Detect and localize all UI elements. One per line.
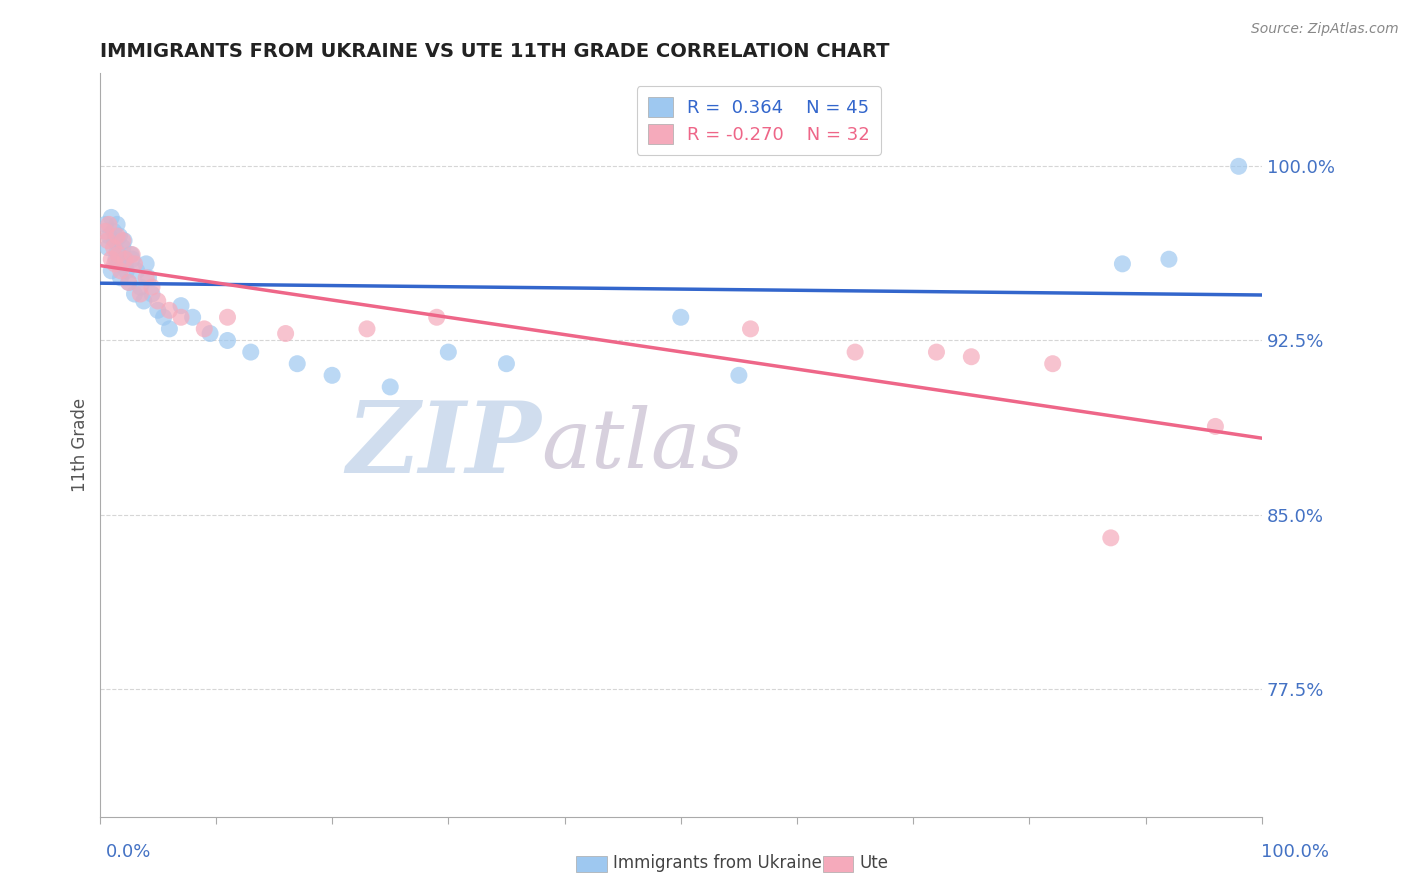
- Point: [181, 310, 204, 325]
- Point: [105, 218, 128, 232]
- Point: [356, 322, 378, 336]
- Point: [135, 270, 157, 285]
- Point: [170, 310, 193, 325]
- Point: [1042, 357, 1064, 371]
- Point: [103, 241, 125, 255]
- Point: [115, 264, 138, 278]
- Point: [380, 380, 402, 394]
- Point: [110, 270, 132, 285]
- Point: [107, 257, 129, 271]
- Point: [110, 264, 132, 278]
- Point: [94, 224, 117, 238]
- Text: ZIP: ZIP: [346, 397, 541, 493]
- Point: [1099, 531, 1122, 545]
- Point: [274, 326, 297, 341]
- Point: [132, 293, 155, 308]
- Point: [118, 276, 141, 290]
- Point: [157, 322, 180, 336]
- Point: [121, 247, 143, 261]
- Point: [114, 257, 136, 271]
- Point: [138, 270, 160, 285]
- Point: [960, 350, 983, 364]
- Point: [108, 229, 131, 244]
- Point: [495, 357, 517, 371]
- Point: [728, 368, 751, 383]
- Point: [120, 247, 142, 261]
- Point: [146, 293, 169, 308]
- Point: [135, 257, 157, 271]
- Point: [121, 252, 143, 267]
- Point: [1111, 257, 1133, 271]
- Text: 100.0%: 100.0%: [1261, 843, 1329, 861]
- Point: [217, 310, 239, 325]
- Point: [1157, 252, 1180, 267]
- Point: [141, 287, 163, 301]
- Point: [100, 252, 122, 267]
- Point: [170, 299, 193, 313]
- Point: [111, 234, 134, 248]
- Y-axis label: 11th Grade: 11th Grade: [72, 398, 89, 492]
- Point: [129, 280, 152, 294]
- Point: [97, 234, 120, 248]
- Point: [124, 257, 146, 271]
- Point: [100, 264, 122, 278]
- Point: [114, 252, 136, 267]
- Point: [669, 310, 692, 325]
- Point: [321, 368, 343, 383]
- Point: [1204, 419, 1226, 434]
- Point: [193, 322, 215, 336]
- Point: [1227, 159, 1250, 173]
- Text: Source: ZipAtlas.com: Source: ZipAtlas.com: [1251, 22, 1399, 37]
- Text: Immigrants from Ukraine: Immigrants from Ukraine: [613, 855, 823, 872]
- Point: [104, 257, 127, 271]
- Point: [104, 252, 127, 267]
- Point: [100, 211, 122, 225]
- Point: [925, 345, 948, 359]
- Point: [844, 345, 866, 359]
- Point: [107, 247, 129, 261]
- Point: [105, 229, 128, 244]
- Legend: R =  0.364    N = 45, R = -0.270    N = 32: R = 0.364 N = 45, R = -0.270 N = 32: [637, 87, 882, 155]
- Point: [217, 334, 239, 348]
- Point: [152, 310, 174, 325]
- Point: [103, 224, 125, 238]
- Point: [111, 241, 134, 255]
- Point: [124, 287, 146, 301]
- Point: [97, 241, 120, 255]
- Point: [198, 326, 221, 341]
- Point: [146, 303, 169, 318]
- Point: [239, 345, 262, 359]
- Point: [285, 357, 308, 371]
- Point: [125, 264, 148, 278]
- Text: IMMIGRANTS FROM UKRAINE VS UTE 11TH GRADE CORRELATION CHART: IMMIGRANTS FROM UKRAINE VS UTE 11TH GRAD…: [100, 42, 889, 61]
- Point: [104, 234, 127, 248]
- Point: [94, 218, 117, 232]
- Text: 0.0%: 0.0%: [105, 843, 150, 861]
- Point: [105, 245, 128, 260]
- Text: atlas: atlas: [541, 405, 744, 485]
- Point: [97, 229, 120, 244]
- Point: [426, 310, 449, 325]
- Point: [97, 218, 120, 232]
- Point: [740, 322, 762, 336]
- Point: [112, 234, 135, 248]
- Text: Ute: Ute: [859, 855, 889, 872]
- Point: [157, 303, 180, 318]
- Point: [118, 276, 141, 290]
- Point: [437, 345, 460, 359]
- Point: [141, 280, 163, 294]
- Point: [129, 287, 152, 301]
